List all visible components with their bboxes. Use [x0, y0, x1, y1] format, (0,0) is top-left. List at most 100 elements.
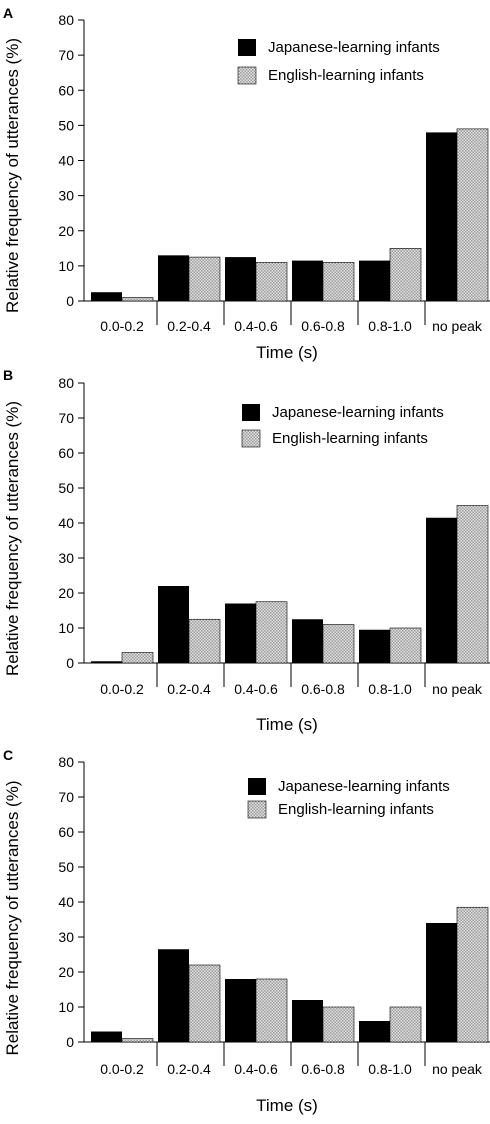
- x-tick-label: no peak: [432, 318, 483, 334]
- x-tick-label: 0.6-0.8: [301, 318, 345, 334]
- y-tick-label: 60: [58, 824, 74, 840]
- bar-japanese-0.2-0.4: [158, 255, 189, 301]
- bar-english-0.6-0.8: [322, 1006, 355, 1043]
- panel-letter: C: [3, 747, 13, 763]
- legend-label: Japanese-learning infants: [272, 404, 444, 421]
- legend-label: English-learning infants: [278, 801, 434, 818]
- legend-swatch: [247, 800, 267, 819]
- legend: Japanese-learning infants English-learnin…: [237, 39, 440, 85]
- x-tick-label: 0.0-0.2: [100, 318, 144, 334]
- legend-label: Japanese-learning infants: [268, 39, 440, 56]
- y-tick-label: 50: [58, 117, 74, 133]
- bar-japanese-no peak: [426, 923, 457, 1042]
- legend-swatch: [238, 39, 256, 56]
- bar-japanese-0.4-0.6: [225, 979, 256, 1042]
- y-tick-label: 20: [58, 585, 74, 601]
- x-tick-label: 0.2-0.4: [167, 681, 211, 697]
- bar-english-0.4-0.6: [255, 978, 288, 1043]
- bar-japanese-0.6-0.8: [292, 260, 323, 301]
- bar-english-no peak: [456, 128, 489, 302]
- bar-english-0.6-0.8: [322, 624, 355, 664]
- y-axis-title: Relative frequency of utterances (%): [3, 401, 22, 676]
- x-tick-label: 0.0-0.2: [100, 1061, 144, 1077]
- y-tick-label: 30: [58, 550, 74, 566]
- y-tick-label: 70: [58, 47, 74, 63]
- chart-panel-c: C 0 10 20 30 40 50 60 70 80 0.0-0.2 0.2-0.4 0.4-0.6 0…: [3, 747, 490, 1115]
- x-axis-title: Time (s): [256, 343, 318, 362]
- x-tick-label: 0.6-0.8: [301, 1061, 345, 1077]
- y-tick-label: 80: [58, 754, 74, 770]
- y-tick-label: 80: [58, 12, 74, 28]
- bar-english-0.0-0.2: [121, 652, 154, 664]
- bar-english-0.6-0.8: [322, 262, 355, 302]
- bar-japanese-0.4-0.6: [225, 257, 256, 301]
- x-axis-title: Time (s): [256, 1096, 318, 1115]
- bar-english-0.0-0.2: [121, 297, 154, 302]
- x-tick-label: 0.2-0.4: [167, 1061, 211, 1077]
- bar-japanese-0.4-0.6: [225, 603, 256, 663]
- x-tick-label: 0.4-0.6: [234, 1061, 278, 1077]
- bar-english-0.2-0.4: [188, 964, 221, 1043]
- bar-japanese-0.0-0.2: [91, 292, 122, 301]
- bar-japanese-0.0-0.2: [91, 661, 122, 663]
- y-tick-label: 10: [58, 999, 74, 1015]
- bar-japanese-no peak: [426, 132, 457, 301]
- bar-english-0.4-0.6: [255, 601, 288, 664]
- bar-english-0.2-0.4: [188, 256, 221, 302]
- legend-label: English-learning infants: [272, 430, 428, 447]
- y-tick-label: 20: [58, 964, 74, 980]
- y-tick-label: 70: [58, 789, 74, 805]
- x-tick-label: 0.4-0.6: [234, 318, 278, 334]
- bar-english-no peak: [456, 906, 489, 1043]
- bar-japanese-0.2-0.4: [158, 949, 189, 1042]
- chart-panel-a: A 0 10 20 30 40 50 60 70 80 0.0-0.2 0.2-0.4 0.4-0.6 0…: [3, 5, 490, 362]
- y-tick-label: 20: [58, 223, 74, 239]
- y-tick-label: 40: [58, 153, 74, 169]
- y-tick-label: 50: [58, 480, 74, 496]
- y-tick-label: 10: [58, 620, 74, 636]
- bar-english-0.0-0.2: [121, 1038, 154, 1043]
- bar-english-no peak: [456, 505, 489, 664]
- x-tick-label: no peak: [432, 1061, 483, 1077]
- chart-panel-b: B 0 10 20 30 40 50 60 70 80 0.0-0.2 0.2-0.4 0.4-0.6 0…: [3, 367, 490, 734]
- legend-label: Japanese-learning infants: [278, 778, 450, 795]
- bar-japanese-0.0-0.2: [91, 1031, 122, 1042]
- y-tick-label: 80: [58, 375, 74, 391]
- legend-swatch: [248, 778, 266, 795]
- bar-japanese-0.2-0.4: [158, 586, 189, 663]
- y-tick-label: 10: [58, 258, 74, 274]
- y-tick-label: 30: [58, 188, 74, 204]
- x-axis-title: Time (s): [256, 715, 318, 734]
- bar-english-0.2-0.4: [188, 618, 221, 664]
- panel-letter: A: [3, 5, 13, 21]
- x-tick-label: 0.8-1.0: [368, 1061, 412, 1077]
- bar-japanese-0.8-1.0: [359, 629, 390, 663]
- bar-japanese-0.6-0.8: [292, 619, 323, 663]
- bar-japanese-0.6-0.8: [292, 1000, 323, 1042]
- x-tick-label: 0.2-0.4: [167, 318, 211, 334]
- y-tick-label: 40: [58, 515, 74, 531]
- y-tick-label: 60: [58, 445, 74, 461]
- bar-english-0.8-1.0: [389, 248, 422, 302]
- legend: Japanese-learning infants English-learnin…: [247, 778, 450, 819]
- x-tick-label: 0.0-0.2: [100, 681, 144, 697]
- y-axis-title: Relative frequency of utterances (%): [3, 781, 22, 1056]
- bar-english-0.8-1.0: [389, 1006, 422, 1043]
- bar-japanese-no peak: [426, 517, 457, 663]
- y-tick-label: 40: [58, 894, 74, 910]
- x-tick-label: no peak: [432, 681, 483, 697]
- bar-english-0.4-0.6: [255, 262, 288, 302]
- x-tick-label: 0.8-1.0: [368, 318, 412, 334]
- y-tick-label: 0: [66, 655, 74, 671]
- bar-japanese-0.8-1.0: [359, 1021, 390, 1042]
- panel-letter: B: [3, 367, 13, 383]
- y-tick-label: 50: [58, 859, 74, 875]
- legend-label: English-learning infants: [268, 67, 424, 84]
- bar-english-0.8-1.0: [389, 627, 422, 664]
- y-tick-label: 0: [66, 293, 74, 309]
- legend-swatch: [242, 404, 260, 421]
- legend-swatch: [241, 429, 261, 448]
- y-tick-label: 0: [66, 1034, 74, 1050]
- y-tick-label: 70: [58, 410, 74, 426]
